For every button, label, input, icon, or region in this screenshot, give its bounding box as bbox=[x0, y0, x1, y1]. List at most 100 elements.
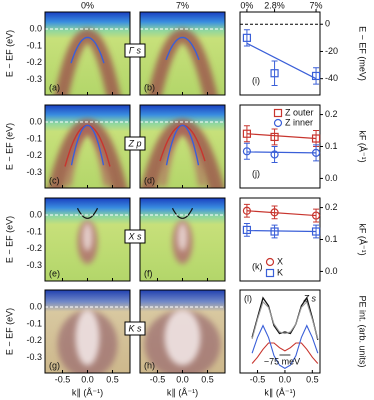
row-label-box bbox=[124, 229, 146, 244]
x-tick-label: 0% bbox=[240, 0, 253, 10]
panel-label: (f) bbox=[144, 268, 153, 278]
marker bbox=[311, 227, 321, 236]
marker bbox=[242, 129, 252, 138]
error-bar bbox=[271, 205, 278, 220]
y-tick-label: -0.2 bbox=[26, 57, 42, 67]
y-tick-label: -0.3 bbox=[26, 167, 42, 177]
panel-label: (i) bbox=[252, 75, 260, 85]
legend-label: X bbox=[277, 256, 283, 266]
marker bbox=[242, 206, 252, 215]
y-tick-label: -0.1 bbox=[26, 133, 42, 143]
row-label-box bbox=[124, 321, 146, 336]
x-axis-label: k∥ (Å⁻¹) bbox=[167, 387, 198, 397]
fit-line bbox=[246, 151, 317, 154]
row-label: X s bbox=[127, 231, 142, 241]
x-axis-label: k∥ (Å⁻¹) bbox=[264, 387, 295, 397]
x-axis-label: k∥ (Å⁻¹) bbox=[72, 387, 103, 397]
y-tick-label: -40 bbox=[325, 73, 338, 83]
y-axis-label: PE int. (arb. units) bbox=[358, 295, 368, 367]
spectrum-line bbox=[251, 342, 319, 364]
error-bar bbox=[313, 224, 320, 239]
y-axis-label: E − EF (eV) bbox=[4, 308, 14, 355]
y-tick-label: -0.3 bbox=[26, 352, 42, 362]
dispersion-fit bbox=[171, 207, 194, 219]
spectral-band bbox=[54, 28, 121, 95]
y-axis-label: E − EF (eV) bbox=[4, 123, 14, 170]
fit-line bbox=[246, 133, 317, 140]
error-bar bbox=[243, 29, 250, 47]
panel-label: (h) bbox=[144, 360, 155, 370]
y-tick-label: 0.0 bbox=[325, 266, 338, 276]
panel-label: (j) bbox=[252, 168, 260, 178]
legend-label: Z outer bbox=[285, 107, 314, 117]
spectrum-line bbox=[251, 324, 319, 369]
column-header: 0% bbox=[81, 0, 94, 10]
marker bbox=[242, 225, 252, 235]
dispersion-fit bbox=[70, 124, 105, 166]
row-label: Z p bbox=[127, 138, 141, 148]
arpes-image bbox=[45, 12, 130, 95]
panel-label: (d) bbox=[144, 175, 155, 185]
y-axis-label: E − EF (meV) bbox=[358, 26, 368, 81]
error-bar bbox=[313, 67, 320, 85]
fit-line bbox=[246, 42, 317, 80]
spectral-blob bbox=[164, 309, 201, 366]
marker bbox=[311, 71, 321, 81]
arpes-image bbox=[45, 198, 130, 281]
spectral-band bbox=[147, 28, 218, 95]
y-tick-label: -20 bbox=[325, 46, 338, 56]
x-tick-label: 0.0 bbox=[279, 374, 292, 384]
column-header: 7% bbox=[176, 0, 189, 10]
row-label-box bbox=[124, 136, 146, 151]
x-tick-label: 0.0 bbox=[81, 374, 94, 384]
arpes-image bbox=[140, 105, 225, 188]
dispersion-fit bbox=[165, 124, 200, 166]
plot-frame bbox=[239, 11, 321, 96]
x-tick-label: -0.5 bbox=[150, 374, 166, 384]
dispersion-fit bbox=[70, 36, 105, 64]
panel-label: (c) bbox=[49, 175, 60, 185]
marker bbox=[270, 208, 279, 217]
x-tick-label: 7% bbox=[310, 0, 323, 10]
row-label-box bbox=[124, 43, 146, 58]
y-tick-label: 0.2 bbox=[325, 202, 338, 212]
dispersion-fit bbox=[165, 36, 200, 61]
marker bbox=[242, 33, 252, 42]
error-bar bbox=[313, 144, 320, 162]
error-bar bbox=[271, 146, 278, 163]
x-tick-label: 0.0 bbox=[176, 374, 189, 384]
arpes-image bbox=[140, 12, 225, 95]
x-tick-label: 0.5 bbox=[201, 374, 214, 384]
error-bar bbox=[243, 203, 250, 218]
y-tick-label: 0.0 bbox=[29, 301, 42, 311]
panel-label: (g) bbox=[49, 360, 60, 370]
x-tick-label: -0.5 bbox=[55, 374, 71, 384]
y-tick-label: -0.1 bbox=[26, 226, 42, 236]
y-tick-label: 0.0 bbox=[29, 23, 42, 33]
y-tick-label: 0.1 bbox=[325, 141, 338, 151]
panel-label: (l) bbox=[244, 293, 252, 303]
error-bar bbox=[243, 142, 250, 160]
y-tick-label: 0.1 bbox=[325, 234, 338, 244]
x-tick-label: 2.8% bbox=[264, 0, 285, 10]
legend-label: K bbox=[277, 267, 283, 277]
error-bar bbox=[271, 60, 278, 86]
spectrum-line bbox=[251, 300, 319, 340]
marker bbox=[311, 134, 321, 143]
spectrum-line bbox=[251, 296, 319, 340]
marker bbox=[270, 150, 279, 159]
legend-marker bbox=[265, 257, 275, 267]
y-tick-label: -0.2 bbox=[26, 243, 42, 253]
marker bbox=[242, 147, 252, 156]
y-tick-label: -0.2 bbox=[26, 150, 42, 160]
panel-label: (e) bbox=[49, 268, 60, 278]
fit-line bbox=[246, 229, 317, 233]
marker bbox=[311, 211, 321, 220]
y-tick-label: -0.3 bbox=[26, 260, 42, 270]
y-axis-label: E − EF (eV) bbox=[4, 216, 14, 263]
row-label: Γ s bbox=[129, 45, 142, 55]
panel-label: (k) bbox=[252, 261, 263, 271]
error-bar bbox=[243, 223, 250, 237]
error-bar bbox=[271, 224, 278, 239]
y-tick-label: 0.0 bbox=[325, 173, 338, 183]
